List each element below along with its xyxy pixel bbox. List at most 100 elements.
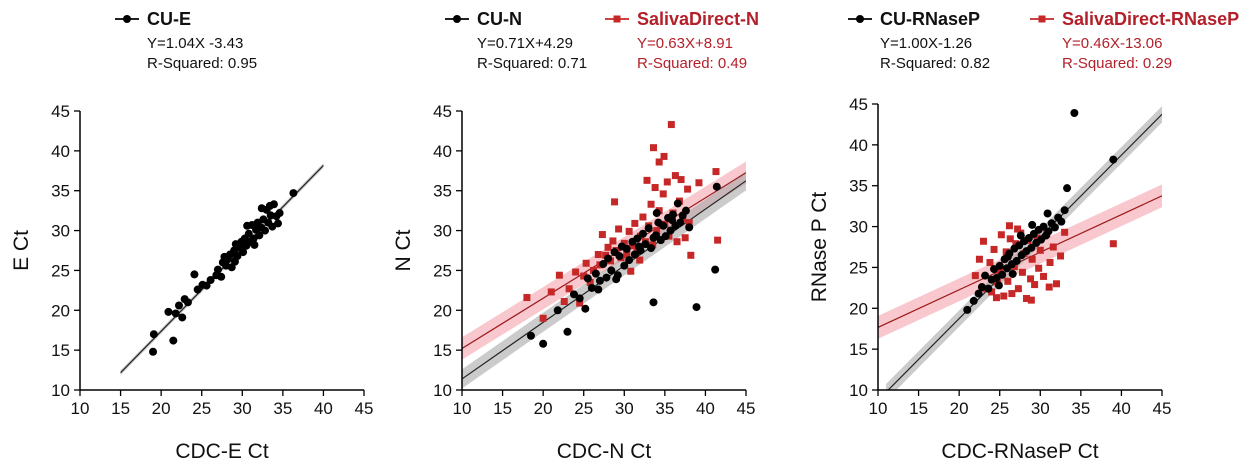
data-point xyxy=(1029,256,1036,263)
y-tick-label: 45 xyxy=(51,102,70,121)
data-point xyxy=(682,207,690,215)
data-point xyxy=(713,183,721,191)
data-point xyxy=(712,168,719,175)
x-tick-label: 20 xyxy=(534,399,553,418)
y-tick-label: 35 xyxy=(51,182,70,201)
data-point xyxy=(592,270,600,278)
data-point xyxy=(986,259,993,266)
data-point xyxy=(556,272,563,279)
data-point xyxy=(674,238,681,245)
data-point xyxy=(625,256,633,264)
y-tick-label: 45 xyxy=(433,102,452,121)
data-point xyxy=(1008,290,1015,297)
data-point xyxy=(1053,280,1060,287)
data-point xyxy=(594,286,602,294)
legend-title: CU-N xyxy=(477,9,522,29)
legend-r-squared: R-Squared: 0.49 xyxy=(637,55,747,72)
legend-entry: CU-RNaseP Y=1.00X-1.26 R-Squared: 0.82 xyxy=(848,9,990,72)
data-point xyxy=(1031,281,1038,288)
data-point xyxy=(660,190,667,197)
legend-r-squared: R-Squared: 0.29 xyxy=(1062,55,1172,72)
x-tick-label: 15 xyxy=(111,399,130,418)
data-point xyxy=(581,305,589,313)
data-point xyxy=(1063,184,1071,192)
data-point xyxy=(647,244,655,252)
legend-title: SalivaDirect-RNaseP xyxy=(1062,9,1239,29)
data-point xyxy=(615,252,623,260)
data-point xyxy=(668,121,675,128)
data-point xyxy=(599,231,606,238)
data-point xyxy=(539,340,547,348)
data-point xyxy=(980,238,987,245)
x-tick-label: 40 xyxy=(314,399,333,418)
y-tick-label: 20 xyxy=(433,301,452,320)
data-point xyxy=(998,271,1006,279)
data-point xyxy=(1015,285,1022,292)
x-axis-label: CDC-N Ct xyxy=(557,440,652,461)
data-point xyxy=(993,294,1000,301)
data-point xyxy=(623,245,631,253)
legend-title: SalivaDirect-N xyxy=(637,9,759,29)
data-point xyxy=(1050,244,1057,251)
data-point xyxy=(604,254,612,262)
x-tick-label: 15 xyxy=(493,399,512,418)
data-point xyxy=(1006,222,1013,229)
data-point xyxy=(250,241,258,249)
x-tick-label: 45 xyxy=(1153,399,1172,418)
data-point xyxy=(695,179,702,186)
data-point xyxy=(963,306,971,314)
data-point xyxy=(674,199,682,207)
data-point xyxy=(584,274,592,282)
chart-panel-3: 10 15 20 25 30 35 40 45 10 15 20 25 30 35 40 45 CDC-RNas… xyxy=(808,9,1239,461)
data-point xyxy=(1109,156,1117,164)
y-tick-label: 35 xyxy=(433,182,452,201)
data-point xyxy=(714,237,721,244)
data-point xyxy=(635,243,643,251)
data-point xyxy=(970,297,978,305)
data-point xyxy=(149,348,157,356)
legend-r-squared: R-Squared: 0.95 xyxy=(147,55,257,72)
y-tick-label: 25 xyxy=(433,261,452,280)
data-point xyxy=(626,228,633,235)
x-tick-label: 20 xyxy=(950,399,969,418)
data-point xyxy=(668,216,676,224)
data-point xyxy=(231,258,239,266)
data-point xyxy=(639,214,646,221)
data-point xyxy=(650,144,657,151)
y-tick-label: 40 xyxy=(433,142,452,161)
data-point xyxy=(1047,259,1054,266)
data-point xyxy=(595,251,602,258)
data-point xyxy=(614,271,622,279)
legend-equation: Y=1.00X-1.26 xyxy=(880,35,972,52)
data-point xyxy=(266,202,274,210)
legend-equation: Y=0.71X+4.29 xyxy=(477,35,573,52)
data-point xyxy=(649,298,657,306)
data-point xyxy=(527,332,535,340)
data-point xyxy=(687,252,694,259)
data-point xyxy=(711,266,719,274)
x-axis-label: CDC-RNaseP Ct xyxy=(941,440,1098,461)
data-point xyxy=(661,153,668,160)
data-point xyxy=(1057,252,1064,259)
data-point xyxy=(984,285,992,293)
legend-marker xyxy=(614,16,621,23)
y-tick-label: 40 xyxy=(51,142,70,161)
data-point xyxy=(274,219,282,227)
data-point xyxy=(664,178,671,185)
data-point xyxy=(220,253,228,261)
x-tick-label: 35 xyxy=(1071,399,1090,418)
legend-r-squared: R-Squared: 0.82 xyxy=(880,55,990,72)
data-point xyxy=(289,189,297,197)
x-tick-label: 25 xyxy=(192,399,211,418)
x-tick-label: 40 xyxy=(696,399,715,418)
data-point xyxy=(217,273,225,281)
data-point xyxy=(583,260,590,267)
chart-panel-2: 10 15 20 25 30 35 40 451015202530354045CDC-N Ct… xyxy=(392,9,759,461)
data-point xyxy=(1004,253,1012,261)
data-point xyxy=(676,219,684,227)
legend-title: CU-RNaseP xyxy=(880,9,980,29)
data-point xyxy=(659,222,667,230)
data-point xyxy=(243,222,251,230)
data-point xyxy=(1110,240,1117,247)
